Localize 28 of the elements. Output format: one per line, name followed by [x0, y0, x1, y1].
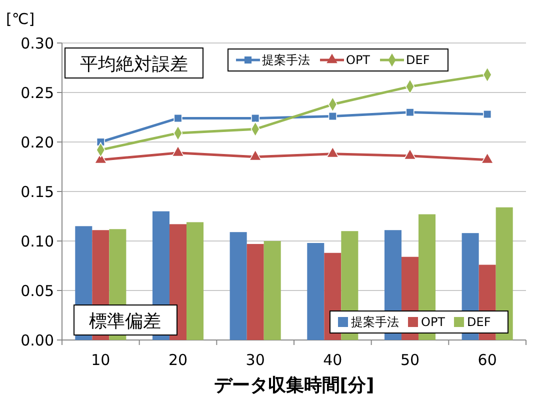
legend-label: 提案手法 — [262, 53, 310, 67]
y-tick-label: 0.25 — [20, 84, 54, 102]
y-tick-label: 0.10 — [20, 232, 54, 250]
y-tick-label: 0.05 — [20, 282, 54, 300]
legend-label: OPT — [346, 53, 371, 67]
legend-label: 提案手法 — [351, 315, 399, 329]
bar — [264, 241, 281, 340]
x-tick-label: 50 — [400, 351, 420, 369]
annotation: 平均絶対誤差 — [80, 54, 188, 75]
bar — [307, 242, 324, 340]
legend-label: OPT — [421, 315, 446, 329]
x-tick-label: 10 — [91, 351, 110, 369]
y-tick-label: 0.30 — [20, 34, 54, 52]
y-tick-label: 0.20 — [20, 133, 54, 152]
x-tick-label: 30 — [246, 351, 265, 369]
y-tick-label: 0.15 — [20, 182, 54, 201]
bar — [246, 244, 264, 340]
y-axis-title: [℃] — [6, 10, 35, 28]
bar — [186, 222, 204, 340]
x-tick-label: 40 — [323, 351, 342, 369]
x-tick-label: 20 — [168, 351, 188, 369]
y-tick-label: 0.00 — [20, 331, 54, 350]
bar — [230, 232, 247, 340]
legend-label: DEF — [467, 315, 491, 329]
x-axis-title: データ収集時間[分] — [214, 375, 374, 396]
annotation: 標準偏差 — [89, 311, 161, 332]
legend-label: DEF — [406, 53, 430, 67]
x-tick-label: 60 — [478, 351, 497, 369]
